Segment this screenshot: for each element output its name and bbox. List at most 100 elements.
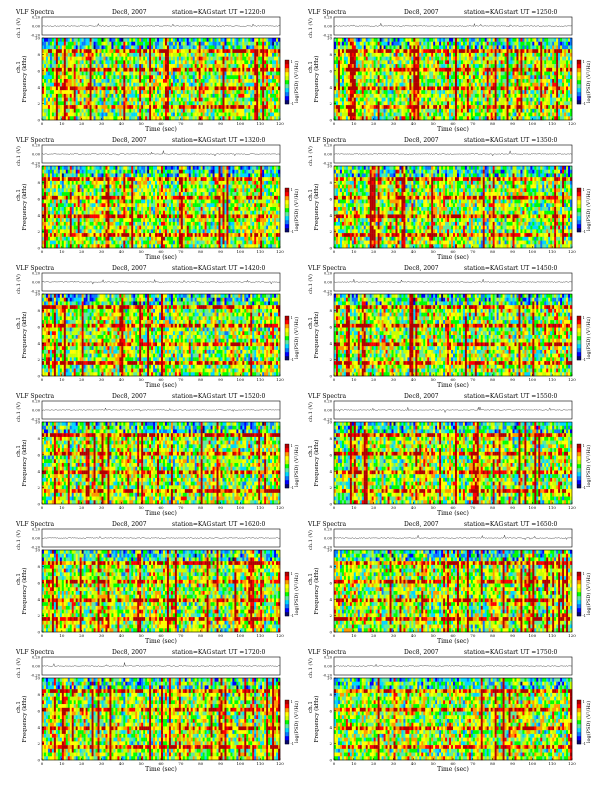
spectrogram-cell xyxy=(417,116,420,121)
spectrogram-cell xyxy=(454,86,458,91)
spectrogram-cell xyxy=(270,52,273,57)
spectrogram-cell xyxy=(334,112,337,117)
spectrogram-cell xyxy=(526,116,529,121)
spectrogram-cell xyxy=(468,97,472,102)
spectrogram-cell xyxy=(266,101,269,106)
spectrogram-cell xyxy=(244,45,247,50)
spectrogram-cell xyxy=(139,67,142,72)
spectrogram-cell xyxy=(99,82,102,87)
spectrogram-cell xyxy=(252,97,255,102)
spectrogram-cell xyxy=(162,52,166,57)
panel-station: station=KAG xyxy=(464,9,503,16)
spectrogram-cell xyxy=(111,38,114,42)
spectrogram-cell xyxy=(411,45,414,50)
spectrogram-cell xyxy=(59,86,63,91)
spectrogram-cell xyxy=(476,75,479,80)
spectrogram-cell xyxy=(234,90,237,95)
spectrogram-cell xyxy=(494,101,497,106)
spectrogram-cell xyxy=(170,82,174,87)
spectrogram-cell xyxy=(510,75,513,80)
spectrogram-cell xyxy=(363,93,366,98)
spectrogram-cell xyxy=(498,52,501,57)
spectrogram-cell xyxy=(238,64,241,69)
spectrogram-cell xyxy=(454,71,458,76)
spectrogram-cell xyxy=(95,41,98,46)
spectrogram-cell xyxy=(417,79,420,83)
spectrogram-cell xyxy=(89,82,92,87)
spectrogram-cell xyxy=(385,108,388,113)
spectrogram-cell xyxy=(155,60,158,65)
spectrogram-cell xyxy=(532,64,535,69)
spectrogram-cell xyxy=(236,112,239,117)
spectrogram-cell xyxy=(242,45,245,50)
spectrogram-cell xyxy=(123,86,126,91)
spectrogram-cell xyxy=(49,79,53,83)
spectrogram-cell xyxy=(365,38,368,42)
spectrogram-cell xyxy=(365,105,368,110)
spectrogram-cell xyxy=(393,49,396,54)
spectrogram-cell xyxy=(214,67,217,72)
spectrogram-cell xyxy=(238,45,241,50)
spectrogram-cell xyxy=(200,97,203,102)
spectrogram-cell xyxy=(97,41,100,46)
spectrogram-cell xyxy=(371,52,374,57)
spectrogram-cell xyxy=(476,38,479,42)
spectrogram-cell xyxy=(42,97,45,102)
spectrogram-cell xyxy=(149,60,152,65)
spectrogram-cell xyxy=(196,90,199,95)
spectrogram-cell xyxy=(188,49,191,54)
spectrogram-cell xyxy=(411,79,414,83)
spectrogram-cell xyxy=(95,45,98,50)
spectrogram-cell xyxy=(65,82,68,87)
spectrogram-cell xyxy=(53,60,57,65)
spectrogram-cell xyxy=(415,116,418,121)
spectrogram-cell xyxy=(530,56,533,61)
spectrogram-cell xyxy=(510,49,513,54)
spectrogram-cell xyxy=(109,116,112,121)
spectrogram-cell xyxy=(347,82,351,87)
spectrogram-cell xyxy=(208,90,211,95)
spectrogram-cell xyxy=(99,71,102,76)
spectrogram-cell xyxy=(518,38,521,42)
spectrogram-cell xyxy=(69,38,72,42)
spectrogram-cell xyxy=(492,67,495,72)
spectrogram-cell xyxy=(427,93,430,98)
spectrogram-cell xyxy=(244,56,247,61)
spectrogram-cell xyxy=(363,60,366,65)
spectrogram-cell xyxy=(194,41,197,46)
spectrogram-cell xyxy=(216,105,219,110)
spectrogram-cell xyxy=(170,108,174,113)
spectrogram-cell xyxy=(335,56,339,61)
spectrogram-cell xyxy=(147,56,150,61)
spectrogram-cell xyxy=(157,108,160,113)
spectrogram-cell xyxy=(232,75,235,80)
spectrogram-cell xyxy=(200,60,203,65)
spectrogram-cell xyxy=(453,38,456,42)
spectrogram-cell xyxy=(508,86,511,91)
spectrogram-cell xyxy=(458,101,462,106)
spectrogram-cell xyxy=(379,97,382,102)
spectrogram-cell xyxy=(256,79,259,83)
spectrogram-cell xyxy=(210,49,213,54)
spectrogram-cell xyxy=(240,93,243,98)
spectrogram-cell xyxy=(403,93,406,98)
spectrogram-cell xyxy=(490,38,493,42)
spectrogram-cell xyxy=(222,49,225,54)
spectrogram-cell xyxy=(385,45,388,50)
spectrogram-cell xyxy=(135,49,138,54)
spectrogram-cell xyxy=(258,71,261,76)
spectrogram-cell xyxy=(147,90,150,95)
spectrogram-cell xyxy=(69,49,72,54)
spectrogram-cell xyxy=(415,112,418,117)
spectrogram-cell xyxy=(164,112,168,117)
spectrogram-cell xyxy=(454,67,458,72)
spectrogram-cell xyxy=(57,71,61,76)
spectrogram-cell xyxy=(176,97,180,102)
spectrogram-cell xyxy=(75,112,78,117)
spectrogram-cell xyxy=(361,60,364,65)
spectrogram-cell xyxy=(397,45,400,50)
spectrogram-cell xyxy=(42,108,45,113)
spectrogram-cell xyxy=(252,75,255,80)
spectrogram-cell xyxy=(141,112,144,117)
spectrogram-cell xyxy=(379,86,382,91)
